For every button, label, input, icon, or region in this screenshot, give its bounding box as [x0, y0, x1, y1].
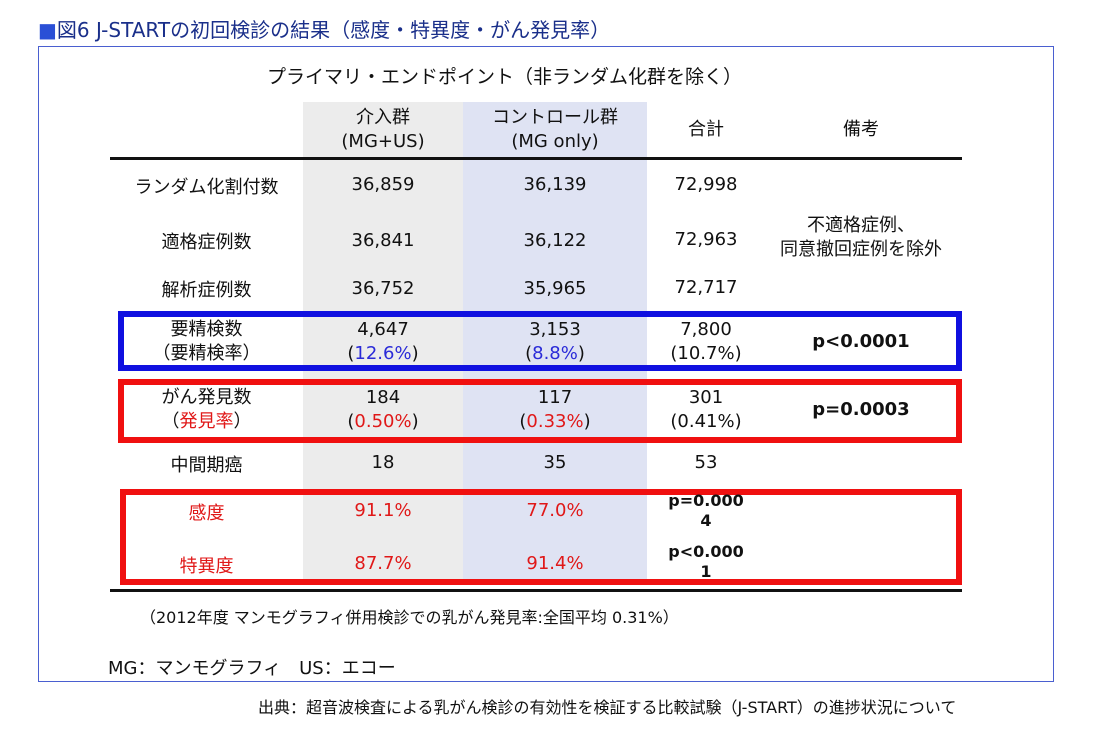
source-citation: 出典：超音波検査による乳がん検診の有効性を検証する比較試験（J-START）の進…	[258, 698, 957, 717]
cell-recall-intervention: 4,647 (12.6%)	[303, 318, 463, 366]
cell-specificity-control: 91.4%	[526, 553, 584, 574]
recall-label-line2: （要精検率）	[152, 343, 261, 364]
row-label-cancer: がん発見数 （発見率）	[110, 386, 303, 434]
cancer-label-line1: がん発見数	[161, 387, 252, 408]
eligible-remark-line2: 同意撤回症例を除外	[780, 239, 942, 260]
accuracy-highlight-box	[120, 489, 962, 585]
abbreviation-legend: MG：マンモグラフィ US：エコー	[108, 658, 396, 679]
sensitivity-p-line2: 4	[700, 511, 712, 530]
cell-eligible-remark: 不適格症例、 同意撤回症例を除外	[765, 214, 957, 262]
table-title: プライマリ・エンドポイント（非ランダム化群を除く）	[267, 66, 743, 88]
cancer-p-value: p=0.0003	[812, 399, 910, 420]
specificity-p-value: p<0.000 1	[647, 542, 765, 582]
title-text: 図6 J-STARTの初回検診の結果（感度・特異度・がん発見率）	[56, 18, 611, 42]
recall-highlight-box	[118, 311, 962, 371]
cell-cancer-intervention: 184 (0.50%)	[303, 386, 463, 434]
cell-recall-control: 3,153 (8.8%)	[463, 318, 647, 366]
row-label-recall: 要精検数 （要精検率）	[110, 318, 303, 366]
eligible-remark-line1: 不適格症例、	[807, 215, 915, 236]
header-control: コントロール群 (MG only)	[463, 106, 647, 154]
row-label-specificity: 特異度	[179, 556, 234, 577]
header-total: 合計	[688, 119, 724, 140]
recall-label-line1: 要精検数	[170, 319, 243, 340]
recall-intervention-count: 4,647	[357, 319, 409, 340]
bottom-rule	[110, 589, 962, 592]
cell-randomized-control: 36,139	[523, 174, 587, 195]
sensitivity-p-value: p=0.000 4	[647, 491, 765, 531]
row-label-eligible: 適格症例数	[161, 232, 252, 253]
paren-open: (	[347, 411, 355, 432]
specificity-p-line1: p<0.000	[668, 542, 744, 561]
cell-eligible-total: 72,963	[674, 229, 738, 250]
paren-close: )	[411, 343, 419, 364]
cell-sensitivity-intervention: 91.1%	[354, 500, 412, 521]
recall-control-rate: (8.8%)	[463, 342, 647, 366]
cancer-label-line2: （発見率）	[110, 410, 303, 434]
title-marker: ■	[38, 18, 57, 42]
cancer-total-rate: (0.41%)	[670, 411, 742, 432]
cell-cancer-total: 301 (0.41%)	[647, 386, 765, 434]
header-control-line1: コントロール群	[492, 107, 618, 128]
paren-close: )	[411, 411, 419, 432]
cancer-control-rate: (0.33%)	[463, 410, 647, 434]
cancer-total-count: 301	[688, 387, 724, 408]
cell-interval-control: 35	[543, 452, 567, 473]
cancer-rate-label: 発見率	[179, 411, 234, 432]
recall-control-rate-value: 8.8%	[532, 343, 578, 364]
cell-randomized-intervention: 36,859	[351, 174, 415, 195]
recall-p-value: p<0.0001	[812, 331, 910, 352]
cancer-intervention-count: 184	[365, 387, 401, 408]
cell-analyzed-total: 72,717	[674, 277, 738, 298]
header-intervention-line2: (MG+US)	[341, 131, 425, 152]
header-control-line2: (MG only)	[511, 131, 599, 152]
paren-close: )	[577, 343, 585, 364]
paren-close: )	[583, 411, 591, 432]
row-label-randomized: ランダム化割付数	[134, 177, 279, 198]
cell-eligible-intervention: 36,841	[351, 230, 415, 251]
row-label-sensitivity: 感度	[188, 503, 225, 524]
cancer-control-count: 117	[537, 387, 573, 408]
cell-sensitivity-control: 77.0%	[526, 500, 584, 521]
recall-intervention-rate: (12.6%)	[303, 342, 463, 366]
figure-frame	[38, 46, 1054, 682]
cancer-intervention-rate-value: 0.50%	[354, 411, 412, 432]
cancer-control-rate-value: 0.33%	[526, 411, 584, 432]
cancer-highlight-box	[118, 379, 962, 443]
cell-specificity-intervention: 87.7%	[354, 553, 412, 574]
specificity-p-line2: 1	[700, 562, 712, 581]
cell-cancer-control: 117 (0.33%)	[463, 386, 647, 434]
cell-analyzed-intervention: 36,752	[351, 278, 415, 299]
recall-control-count: 3,153	[529, 319, 581, 340]
control-column-shade	[463, 102, 647, 580]
cell-randomized-total: 72,998	[674, 174, 738, 195]
row-label-interval: 中間期癌	[170, 455, 243, 476]
cancer-intervention-rate: (0.50%)	[303, 410, 463, 434]
figure-title: ■図6 J-STARTの初回検診の結果（感度・特異度・がん発見率）	[38, 14, 610, 43]
paren-open: (	[519, 411, 527, 432]
row-label-analyzed: 解析症例数	[161, 280, 252, 301]
cell-interval-intervention: 18	[371, 452, 395, 473]
cell-recall-total: 7,800 (10.7%)	[647, 318, 765, 366]
cell-interval-total: 53	[694, 452, 718, 473]
paren-open: (	[525, 343, 533, 364]
header-intervention-line1: 介入群	[356, 107, 410, 128]
paren-close: ）	[233, 411, 252, 432]
paren-open: (	[347, 343, 355, 364]
recall-intervention-rate-value: 12.6%	[354, 343, 412, 364]
cell-eligible-control: 36,122	[523, 230, 587, 251]
intervention-column-shade	[303, 102, 463, 580]
recall-total-count: 7,800	[680, 319, 732, 340]
header-remarks: 備考	[843, 119, 879, 140]
header-rule	[110, 157, 962, 160]
footnote: （2012年度 マンモグラフィ併用検診での乳がん発見率:全国平均 0.31%）	[140, 608, 679, 627]
header-intervention: 介入群 (MG+US)	[303, 106, 463, 154]
recall-total-rate: (10.7%)	[670, 343, 742, 364]
cell-analyzed-control: 35,965	[523, 278, 587, 299]
sensitivity-p-line1: p=0.000	[668, 491, 744, 510]
paren-open: （	[161, 411, 180, 432]
